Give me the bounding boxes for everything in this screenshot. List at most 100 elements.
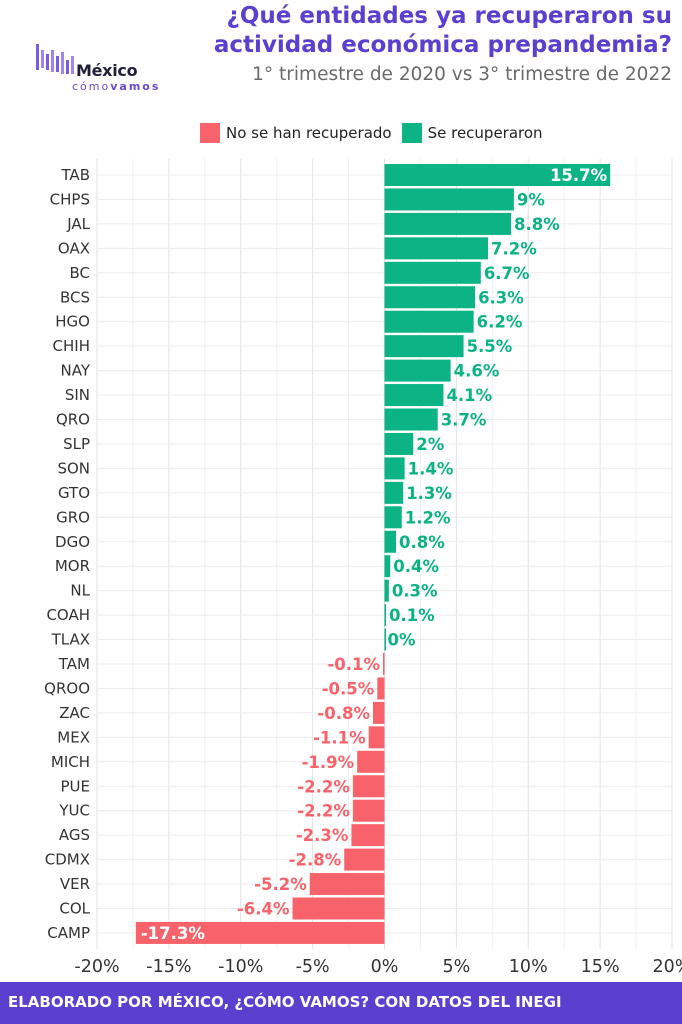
category-label: QROO	[44, 679, 90, 697]
title-line-1: ¿Qué entidades ya recuperaron su	[226, 3, 672, 29]
value-label: 0.8%	[399, 533, 445, 552]
value-label: -0.1%	[327, 655, 380, 674]
category-label: AGS	[59, 826, 90, 844]
bar-qroo	[377, 677, 385, 700]
category-label: PUE	[60, 777, 90, 795]
bar-col	[292, 897, 385, 920]
category-label: SLP	[63, 435, 90, 453]
value-label: 9%	[517, 190, 545, 209]
bar-yuc	[352, 799, 385, 822]
bar-gro	[384, 506, 402, 529]
category-label: COL	[59, 900, 90, 918]
category-label: YUC	[58, 802, 90, 820]
x-tick-label: 10%	[509, 957, 548, 977]
value-label: -1.9%	[302, 753, 355, 772]
bar-gto	[384, 481, 404, 504]
value-label: 1.3%	[406, 484, 452, 503]
value-label: -6.4%	[237, 900, 290, 919]
value-label: 0.4%	[393, 557, 439, 576]
x-tick-label: -10%	[218, 957, 263, 977]
category-label: JAL	[66, 215, 90, 233]
bar-camp	[135, 921, 385, 944]
bar-coah	[384, 604, 386, 627]
logo-bars-icon	[36, 44, 74, 74]
x-tick-label: -20%	[74, 957, 119, 977]
value-label: 0.3%	[392, 582, 438, 601]
category-label: QRO	[56, 411, 90, 429]
value-label: -1.1%	[313, 728, 366, 747]
value-label: -17.3%	[141, 924, 206, 943]
bar-ags	[351, 824, 385, 847]
legend: No se han recuperado Se recuperaron	[200, 122, 553, 144]
value-label: 0%	[388, 631, 416, 650]
title-line-2: actividad económica prepandemia?	[213, 32, 672, 58]
logo-name: México	[76, 61, 138, 80]
value-label: 8.8%	[514, 215, 560, 234]
category-label: TAB	[60, 166, 90, 184]
category-label: SIN	[65, 386, 90, 404]
bar-zac	[373, 701, 385, 724]
footer-banner: ELABORADO POR MÉXICO, ¿CÓMO VAMOS? CON D…	[0, 982, 682, 1024]
bar-ver	[309, 873, 385, 896]
category-label: OAX	[58, 239, 90, 257]
legend-swatch-negative	[200, 123, 220, 143]
category-label: ZAC	[59, 704, 90, 722]
legend-label-negative: No se han recuperado	[226, 124, 392, 142]
value-label: -2.8%	[289, 851, 342, 870]
value-label: -2.3%	[296, 826, 349, 845]
bar-nay	[384, 359, 451, 382]
chart-title: ¿Qué entidades ya recuperaron su activid…	[214, 2, 672, 60]
value-label: 5.5%	[467, 337, 513, 356]
bar-son	[384, 457, 405, 480]
category-label: VER	[60, 875, 90, 893]
category-label: NL	[70, 582, 90, 600]
logo-tagline: cómovamos	[72, 80, 160, 93]
value-label: -0.5%	[322, 679, 375, 698]
bar-chih	[384, 335, 464, 358]
category-label: MEX	[57, 728, 90, 746]
x-tick-label: 15%	[581, 957, 620, 977]
category-label: TAM	[58, 655, 90, 673]
bar-nl	[384, 579, 389, 602]
logo-tag-light: cómo	[72, 80, 111, 93]
category-label: CHIH	[53, 337, 90, 355]
value-label: -2.2%	[297, 777, 350, 796]
bar-mor	[384, 555, 391, 578]
category-label: HGO	[55, 313, 90, 331]
category-label: COAH	[46, 606, 90, 624]
footer-text: ELABORADO POR MÉXICO, ¿CÓMO VAMOS? CON D…	[8, 993, 562, 1011]
bar-pue	[352, 775, 385, 798]
bar-jal	[384, 212, 511, 235]
bar-bcs	[384, 286, 476, 309]
value-label: 4.6%	[454, 362, 500, 381]
bar-oax	[384, 237, 488, 260]
bar-chart: TAB 15.7% CHPS 9% JAL 8.8% OAX 7.2% BC 6.7% BCS 6.3…	[44, 158, 682, 977]
bar-mich	[357, 750, 385, 773]
value-label: 1.4%	[408, 459, 454, 478]
value-label: -2.2%	[297, 802, 350, 821]
bar-qro	[384, 408, 438, 431]
value-label: 1.2%	[405, 508, 451, 527]
value-label: 4.1%	[446, 386, 492, 405]
category-label: DGO	[55, 533, 90, 551]
bar-cdmx	[344, 848, 385, 871]
value-label: -0.8%	[317, 704, 370, 723]
category-label: MOR	[55, 557, 90, 575]
value-label: 6.7%	[484, 264, 530, 283]
x-tick-label: 20%	[653, 957, 682, 977]
category-label: GRO	[56, 508, 90, 526]
bar-tab	[384, 164, 611, 186]
category-label: BCS	[60, 288, 90, 306]
value-label: -5.2%	[254, 875, 307, 894]
bar-tlax	[384, 628, 386, 651]
bar-bc	[384, 261, 481, 284]
category-label: BC	[69, 264, 90, 282]
category-label: CAMP	[47, 924, 90, 942]
value-label: 7.2%	[491, 239, 537, 258]
chart-subtitle: 1° trimestre de 2020 vs 3° trimestre de …	[252, 64, 672, 85]
value-label: 3.7%	[441, 411, 487, 430]
bar-hgo	[384, 310, 474, 333]
value-label: 6.2%	[477, 313, 523, 332]
bar-tam	[383, 653, 385, 675]
x-tick-label: 0%	[371, 957, 399, 977]
